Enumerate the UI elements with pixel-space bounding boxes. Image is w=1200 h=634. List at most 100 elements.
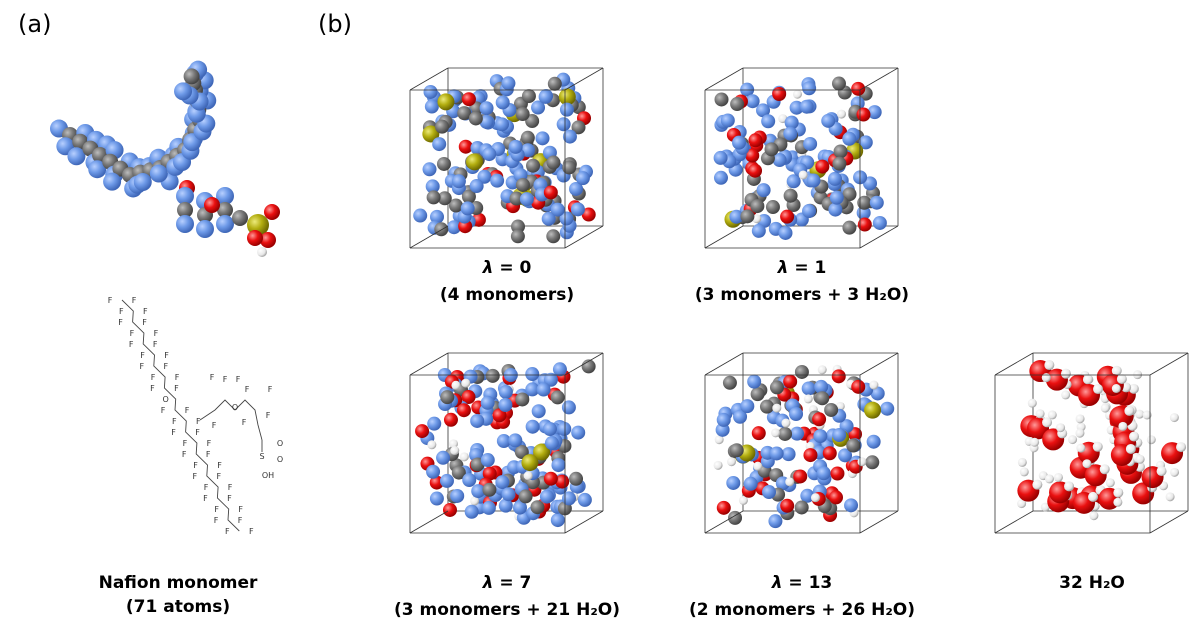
atom <box>727 457 737 467</box>
atom <box>468 111 483 126</box>
atom <box>780 498 795 513</box>
atom <box>458 139 473 154</box>
atom <box>772 153 787 168</box>
atom-label: O <box>163 395 169 404</box>
atom <box>450 446 460 456</box>
atom <box>451 465 466 480</box>
atom <box>508 433 523 448</box>
atom <box>814 379 829 394</box>
atom <box>426 190 441 205</box>
atom <box>459 452 469 462</box>
atom <box>815 159 830 174</box>
atom <box>1116 374 1127 385</box>
lambda-symbol: λ <box>777 258 789 278</box>
atom <box>571 120 586 135</box>
atom <box>543 185 558 200</box>
atom-label: F <box>207 439 212 448</box>
atom <box>1068 435 1078 445</box>
atom <box>521 89 536 104</box>
atom <box>772 86 787 101</box>
atom <box>247 230 263 246</box>
atom-label: F <box>236 375 241 384</box>
atom <box>461 189 476 204</box>
atom <box>449 439 459 449</box>
atom <box>801 381 816 396</box>
atom <box>437 191 452 206</box>
atom <box>257 247 267 257</box>
atom <box>541 211 556 226</box>
atom <box>1113 497 1123 507</box>
atom <box>747 374 762 389</box>
atom <box>1111 384 1121 394</box>
atom <box>716 500 731 515</box>
atom <box>1156 466 1167 477</box>
atom <box>729 443 744 458</box>
atom <box>216 215 234 233</box>
atom-label: F <box>238 516 243 525</box>
atom-label: F <box>206 450 211 459</box>
atom <box>1019 467 1029 477</box>
atom <box>523 471 533 481</box>
bond <box>121 299 240 532</box>
atom <box>870 386 885 401</box>
atom-label: F <box>216 472 221 481</box>
box-caption: (4 monomers) <box>440 285 574 305</box>
atom <box>813 429 828 444</box>
lambda-value: = 0 <box>493 258 531 278</box>
atom <box>740 399 755 414</box>
atom <box>470 496 480 506</box>
atom <box>785 477 795 487</box>
atom <box>437 93 455 111</box>
atom-label: F <box>225 527 230 536</box>
atom <box>803 448 818 463</box>
atom-label: F <box>143 307 148 316</box>
atom <box>865 455 880 470</box>
atom <box>784 115 799 130</box>
atom <box>857 457 867 467</box>
atom <box>133 173 152 192</box>
atom <box>824 402 839 417</box>
atom <box>846 438 861 453</box>
atom <box>1135 409 1145 419</box>
atom-label: F <box>228 483 233 492</box>
atom <box>577 492 592 507</box>
atom <box>538 89 553 104</box>
atom <box>558 88 576 106</box>
atom <box>743 476 758 491</box>
atom-label: F <box>210 373 215 382</box>
atom <box>232 210 248 226</box>
atom <box>817 365 827 375</box>
atom-label: F <box>118 318 123 327</box>
atom <box>1129 431 1140 442</box>
atom <box>477 169 492 184</box>
atom-label: F <box>185 406 190 415</box>
atom <box>1044 474 1054 484</box>
atom <box>769 446 784 461</box>
atom <box>531 404 546 419</box>
atom-label: F <box>245 385 250 394</box>
atom <box>720 113 735 128</box>
atom <box>495 117 510 132</box>
atom <box>492 408 507 423</box>
atom <box>542 421 557 436</box>
atom <box>432 137 447 152</box>
atom <box>547 76 562 91</box>
atom <box>714 92 729 107</box>
box-edge <box>859 510 899 534</box>
atom <box>810 493 820 503</box>
atom <box>714 435 724 445</box>
atom <box>495 95 510 110</box>
atom <box>867 105 882 120</box>
atom <box>512 500 527 515</box>
box-title: λ = 13 <box>771 573 833 593</box>
atom <box>1042 417 1053 428</box>
atom <box>857 217 872 232</box>
box-edge <box>409 67 449 91</box>
atom <box>866 434 881 449</box>
atom <box>481 500 496 515</box>
atom-label: F <box>151 373 156 382</box>
atom <box>430 209 445 224</box>
atom-label: F <box>140 351 145 360</box>
atom <box>1111 365 1122 376</box>
atom-label: F <box>164 351 169 360</box>
